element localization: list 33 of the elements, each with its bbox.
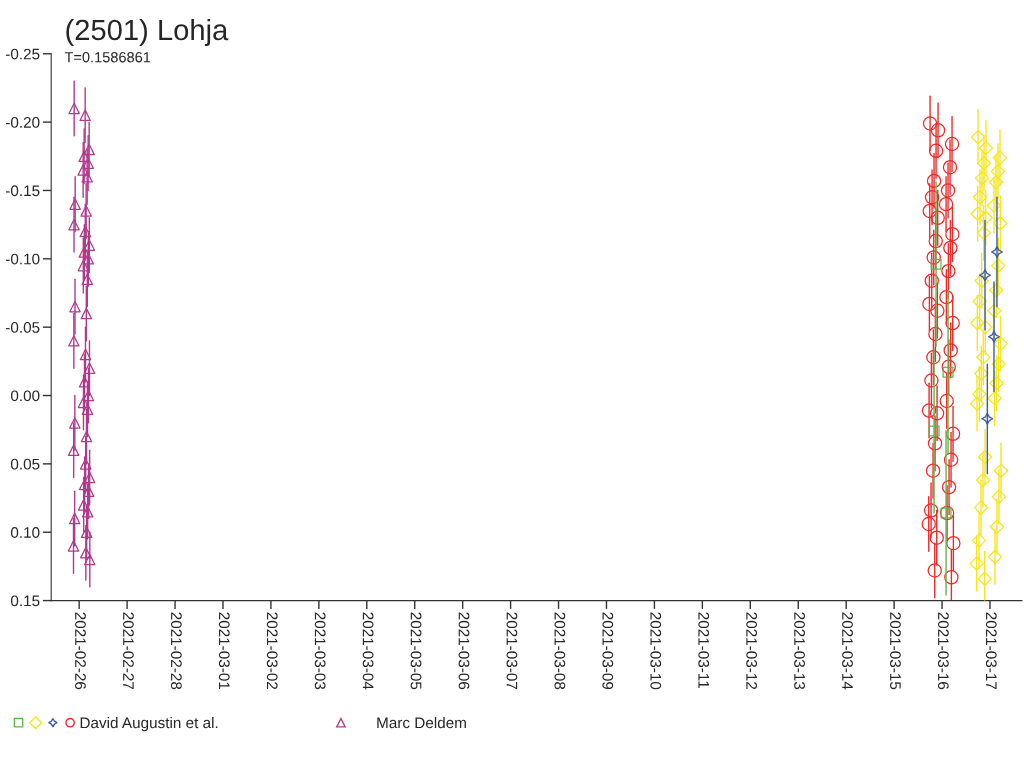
x-tick-label: 2021-03-09 [602,612,614,690]
y-tick-label: 0.10 [10,527,40,538]
x-tick-label: 2021-03-02 [266,612,278,690]
y-tick-label: 0.00 [10,390,40,402]
x-tick-label: 2021-03-05 [410,612,422,690]
x-tick-label: 2021-02-28 [170,612,182,690]
x-tick-label: 2021-03-04 [362,612,374,690]
x-tick-label: 2021-03-11 [698,612,710,688]
x-tick-label: 2021-03-07 [506,612,518,690]
y-tick-label: -0.20 [5,116,40,128]
chart-subtitle: T=0.1586861 [64,52,151,63]
y-tick-label: -0.05 [5,322,40,333]
x-tick-label: 2021-03-01 [218,612,230,690]
x-tick-label: 2021-03-17 [985,612,997,690]
y-tick-label: 0.05 [10,458,40,470]
x-tick-label: 2021-02-26 [75,612,86,690]
x-tick-label: 2021-03-15 [890,612,901,690]
y-tick-label: -0.15 [5,185,40,197]
x-tick-label: 2021-03-06 [458,612,470,690]
x-tick-label: 2021-03-03 [314,612,326,690]
y-tick-label: 0.15 [10,595,40,607]
x-tick-label: 2021-03-10 [650,612,662,690]
legend-label: David Augustin et al. [80,716,218,732]
y-tick-label: -0.10 [5,253,40,265]
x-tick-label: 2021-03-08 [554,612,566,690]
x-tick-label: 2021-03-14 [842,612,853,690]
x-tick-label: 2021-03-13 [794,612,805,690]
y-tick-label: -0.25 [5,48,40,60]
x-tick-label: 2021-03-12 [746,612,758,690]
chart-title: (2501) Lohja [66,18,229,47]
x-tick-label: 2021-02-27 [123,612,134,690]
legend-label: Marc Deldem [377,716,466,729]
x-tick-label: 2021-03-16 [937,612,949,690]
